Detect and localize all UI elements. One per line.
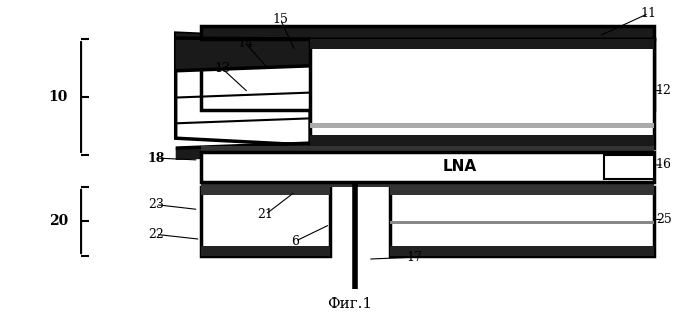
Text: 16: 16 bbox=[656, 159, 672, 171]
Bar bbox=[310, 135, 654, 148]
Bar bbox=[201, 152, 654, 182]
Bar bbox=[201, 146, 654, 152]
Text: 15: 15 bbox=[273, 13, 288, 26]
Text: 25: 25 bbox=[656, 213, 672, 226]
Bar bbox=[201, 187, 330, 195]
Bar bbox=[390, 187, 654, 195]
Text: LNA: LNA bbox=[442, 160, 477, 174]
Text: 13: 13 bbox=[215, 62, 231, 75]
Bar bbox=[390, 187, 654, 256]
Text: 11: 11 bbox=[641, 7, 657, 20]
Bar bbox=[310, 39, 654, 49]
Bar bbox=[201, 246, 330, 256]
Bar bbox=[310, 130, 654, 142]
Text: 20: 20 bbox=[49, 214, 68, 228]
Text: 23: 23 bbox=[147, 198, 164, 211]
Text: Фиг.1: Фиг.1 bbox=[327, 297, 373, 311]
Polygon shape bbox=[201, 26, 654, 39]
Bar bbox=[390, 221, 654, 225]
Polygon shape bbox=[175, 33, 310, 71]
Text: 14: 14 bbox=[238, 36, 254, 49]
Bar bbox=[201, 182, 654, 187]
Polygon shape bbox=[175, 33, 310, 145]
Text: 18: 18 bbox=[147, 152, 164, 165]
Bar bbox=[390, 246, 654, 256]
Text: 10: 10 bbox=[49, 90, 68, 104]
Text: 21: 21 bbox=[257, 208, 273, 221]
Polygon shape bbox=[175, 143, 310, 160]
Bar bbox=[310, 110, 654, 116]
Polygon shape bbox=[201, 39, 654, 110]
Bar bbox=[310, 39, 654, 148]
Text: 17: 17 bbox=[407, 251, 423, 263]
Text: 6: 6 bbox=[291, 235, 299, 248]
Text: 22: 22 bbox=[148, 228, 164, 241]
Text: 12: 12 bbox=[656, 84, 672, 97]
Bar bbox=[604, 155, 654, 179]
Bar bbox=[310, 123, 654, 128]
Bar bbox=[201, 187, 330, 256]
